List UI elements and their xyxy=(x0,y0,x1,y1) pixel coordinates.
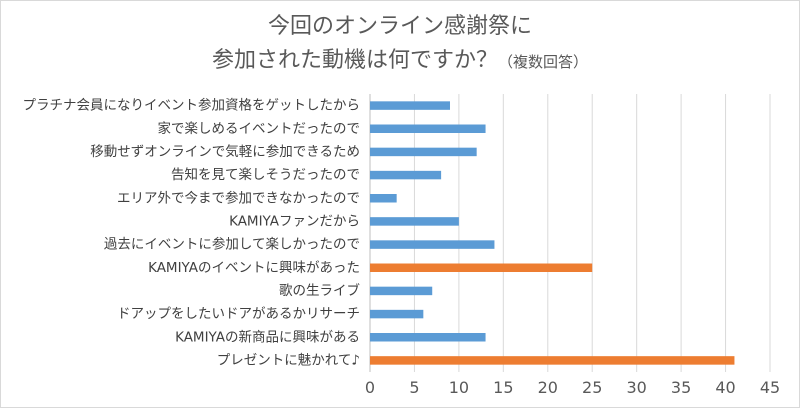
category-label-3: 移動せずオンラインで気軽に参加できるため xyxy=(90,143,360,160)
bar-7 xyxy=(370,240,495,249)
x-tick-label-20: 20 xyxy=(538,378,558,397)
bar-10 xyxy=(370,309,424,319)
chart-title-line1: 今回のオンライン感謝祭に xyxy=(268,14,532,39)
bar-2 xyxy=(370,124,486,133)
bar-4 xyxy=(370,170,442,180)
x-tick-label-15: 15 xyxy=(493,378,513,397)
bar-3 xyxy=(370,147,477,157)
x-tick-label-45: 45 xyxy=(760,378,780,397)
x-tick-label-10: 10 xyxy=(449,378,469,397)
x-tick-label-5: 5 xyxy=(409,378,419,397)
x-tick-label-30: 30 xyxy=(626,378,646,397)
x-tick-label-40: 40 xyxy=(715,378,735,397)
category-label-10: ドアップをしたいドアがあるかリサーチ xyxy=(117,306,360,322)
x-tick-label-0: 0 xyxy=(365,378,375,397)
category-label-6: KAMIYAファンだから xyxy=(229,213,360,229)
category-label-11: KAMIYAの新商品に興味がある xyxy=(175,329,360,345)
category-label-layer: プラチナ会員になりイベント参加資格をゲットしたから家で楽しめるイベントだったので… xyxy=(23,97,361,369)
bar-1 xyxy=(370,101,450,110)
bar-6 xyxy=(370,217,459,226)
x-tick-label-25: 25 xyxy=(582,378,602,397)
bar-11 xyxy=(370,333,486,342)
grid-layer xyxy=(369,94,771,372)
chart-title-line2: 参加された動機は何ですか？（複数回答） xyxy=(212,48,588,73)
bar-8 xyxy=(370,263,593,272)
bar-5 xyxy=(370,194,397,203)
category-label-4: 告知を見て楽しそうだったので xyxy=(171,166,360,183)
category-label-7: 過去にイベントに参加して楽しかったので xyxy=(104,236,360,253)
category-label-12: プレゼントに魅かれて♪ xyxy=(217,352,360,368)
x-tick-label-35: 35 xyxy=(671,378,691,397)
tick-label-layer: 0 5 10 15 20 25 30 35 40 45 xyxy=(365,378,780,397)
category-label-2: 家で楽しめるイベントだったので xyxy=(158,120,361,137)
category-label-5: エリア外で今まで参加できなかったので xyxy=(117,189,360,206)
bar-layer xyxy=(370,101,735,365)
category-label-8: KAMIYAのイベントに興味があった xyxy=(148,260,360,276)
category-label-9: 歌の生ライブ xyxy=(279,282,360,299)
chart-title-main: 参加された動機は何ですか？ xyxy=(212,48,498,73)
category-label-1: プラチナ会員になりイベント参加資格をゲットしたから xyxy=(23,97,361,114)
bar-12 xyxy=(370,356,735,365)
bar-9 xyxy=(370,286,433,296)
chart-title-note: （複数回答） xyxy=(498,53,588,71)
